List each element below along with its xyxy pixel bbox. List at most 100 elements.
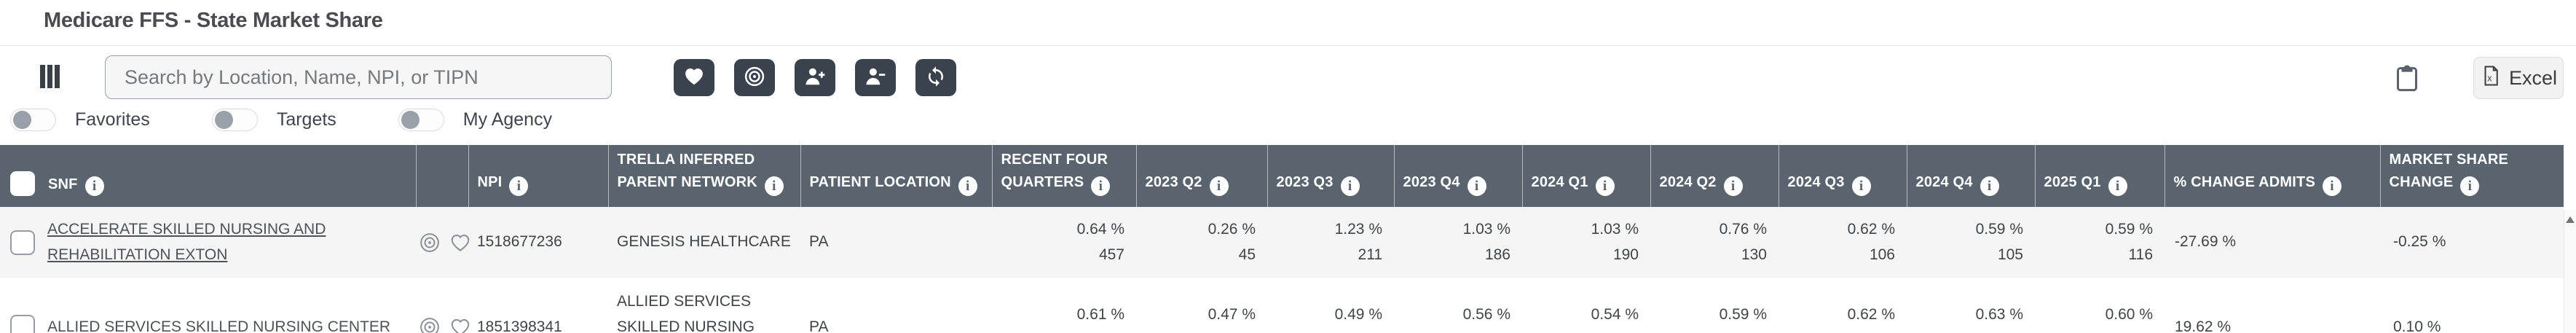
info-icon[interactable] [2108, 176, 2127, 196]
share-pct: 0.26 % [1208, 221, 1256, 238]
share-pct: 0.63 % [1975, 305, 2023, 323]
admit-count: 457 [1098, 246, 1124, 263]
target-icon[interactable] [419, 316, 441, 333]
excel-export-button[interactable]: x Excel [2473, 57, 2564, 99]
parent-network-cell: ALLIED SERVICES SKILLED NURSING CENTER [617, 293, 755, 333]
column-header-pct-change-admits: % CHANGE ADMITS [2164, 145, 2380, 207]
row-checkbox[interactable] [10, 230, 35, 255]
quarter-cell: 0.76 % 130 [1650, 207, 1779, 278]
table-header-row: SNF NPI TRELLA INFERRED PARENT NETWORK P… [0, 145, 2564, 207]
info-icon[interactable] [1340, 176, 1360, 196]
admit-count: 105 [1997, 246, 2023, 263]
npi-cell: 1851398341 [477, 318, 562, 333]
info-icon[interactable] [1091, 176, 1111, 196]
quarter-cell: 0.56 % 101 [1394, 278, 1522, 333]
parent-network-cell: GENESIS HEALTHCARE [617, 233, 791, 251]
admit-count: 101 [1659, 327, 1767, 333]
share-pct: 0.54 % [1591, 305, 1639, 323]
column-label: 2023 Q4 [1403, 173, 1460, 190]
heart-outline-icon[interactable] [449, 316, 471, 333]
column-header-market-share-change: MARKET SHARE CHANGE [2379, 145, 2564, 207]
info-icon[interactable] [764, 176, 784, 196]
share-pct: 0.59 % [2105, 221, 2153, 238]
admit-count: 100 [1531, 327, 1639, 333]
favorites-toggle-group: Favorites [10, 109, 150, 131]
admit-count: 84 [1276, 327, 1382, 333]
row-icons-cell [416, 278, 471, 333]
info-icon[interactable] [1980, 176, 1999, 196]
columns-icon[interactable] [40, 65, 60, 88]
share-pct: 0.62 % [1847, 305, 1895, 323]
column-header-snf: SNF [0, 145, 416, 207]
clipboard-icon [2392, 65, 2422, 97]
info-icon[interactable] [509, 176, 529, 196]
column-header-recent-four-quarters: RECENT FOUR QUARTERS [991, 145, 1136, 207]
copy-button[interactable] [2392, 61, 2422, 96]
admit-count: 82 [1145, 327, 1256, 333]
quarter-cell: 0.59 % 116 [2035, 207, 2165, 278]
admit-count: 101 [1403, 327, 1510, 333]
refresh-button[interactable] [915, 59, 956, 96]
info-icon[interactable] [1851, 176, 1871, 196]
column-label: 2024 Q1 [1531, 173, 1588, 190]
heart-icon [683, 66, 705, 90]
share-pct: 0.49 % [1334, 305, 1382, 323]
toggle-knob [13, 111, 31, 129]
column-header-npi: NPI [468, 145, 608, 207]
recent-four-quarters-cell: 0.61 % 439 [992, 278, 1136, 333]
select-all-checkbox[interactable] [10, 171, 35, 196]
add-target-button[interactable] [795, 59, 835, 96]
column-header-2024-q4: 2024 Q4 [1906, 145, 2035, 207]
remove-target-button[interactable] [855, 59, 896, 96]
admit-count: 116 [2128, 246, 2153, 263]
row-checkbox[interactable] [10, 315, 35, 333]
info-icon[interactable] [1209, 176, 1229, 196]
share-pct: 0.60 % [2105, 305, 2153, 323]
share-pct: 0.59 % [1975, 221, 2023, 238]
quarter-cell: 0.59 % 101 [1650, 278, 1779, 333]
share-pct: 0.59 % [1719, 305, 1767, 323]
snf-link[interactable]: ACCELERATE SKILLED NURSING AND REHABILIT… [47, 221, 326, 263]
column-header-2024-q3: 2024 Q3 [1778, 145, 1907, 207]
info-icon[interactable] [1723, 176, 1743, 196]
column-header-patient-location: PATIENT LOCATION [800, 145, 992, 207]
quarter-cell: 0.63 % 113 [1907, 278, 2035, 333]
share-pct: 0.56 % [1462, 305, 1510, 323]
column-header-2024-q2: 2024 Q2 [1650, 145, 1779, 207]
column-label: NPI [477, 173, 503, 190]
column-label: 2024 Q3 [1787, 173, 1845, 190]
admit-count: 211 [1358, 246, 1382, 263]
column-label: 2023 Q2 [1145, 173, 1202, 190]
quarter-cell: 0.54 % 100 [1522, 278, 1650, 333]
toggle-knob [214, 111, 233, 129]
quarter-cell: 0.62 % 106 [1779, 207, 1907, 278]
search-input[interactable] [105, 55, 612, 99]
info-icon[interactable] [2322, 176, 2341, 196]
info-icon[interactable] [958, 176, 977, 196]
toggle-knob [401, 111, 420, 129]
column-header-2023-q4: 2023 Q4 [1393, 145, 1522, 207]
patient-location-cell: PA [809, 318, 829, 333]
vertical-scrollbar[interactable] [2564, 210, 2576, 333]
scrollbar-up-icon[interactable] [2566, 216, 2575, 223]
info-icon[interactable] [2460, 176, 2480, 196]
person-add-icon [804, 66, 826, 90]
column-label: 2024 Q2 [1659, 173, 1717, 190]
target-button[interactable] [734, 59, 775, 96]
info-icon[interactable] [84, 176, 104, 196]
snf-link[interactable]: ALLIED SERVICES SKILLED NURSING CENTER [47, 318, 391, 333]
favorites-toggle[interactable] [10, 109, 56, 131]
favorite-button[interactable] [674, 59, 714, 96]
info-icon[interactable] [1595, 176, 1615, 196]
target-icon[interactable] [419, 232, 441, 254]
quarter-cell: 0.62 % 106 [1779, 278, 1907, 333]
row-icons-cell [416, 207, 471, 278]
person-remove-icon [864, 66, 886, 90]
heart-outline-icon[interactable] [449, 232, 471, 254]
admit-count: 130 [1741, 246, 1767, 263]
info-icon[interactable] [1467, 176, 1486, 196]
targets-toggle[interactable] [211, 109, 258, 131]
quarter-cell: 1.03 % 190 [1522, 207, 1650, 278]
market-share-table: SNF NPI TRELLA INFERRED PARENT NETWORK P… [0, 145, 2564, 333]
my-agency-toggle[interactable] [398, 109, 444, 131]
